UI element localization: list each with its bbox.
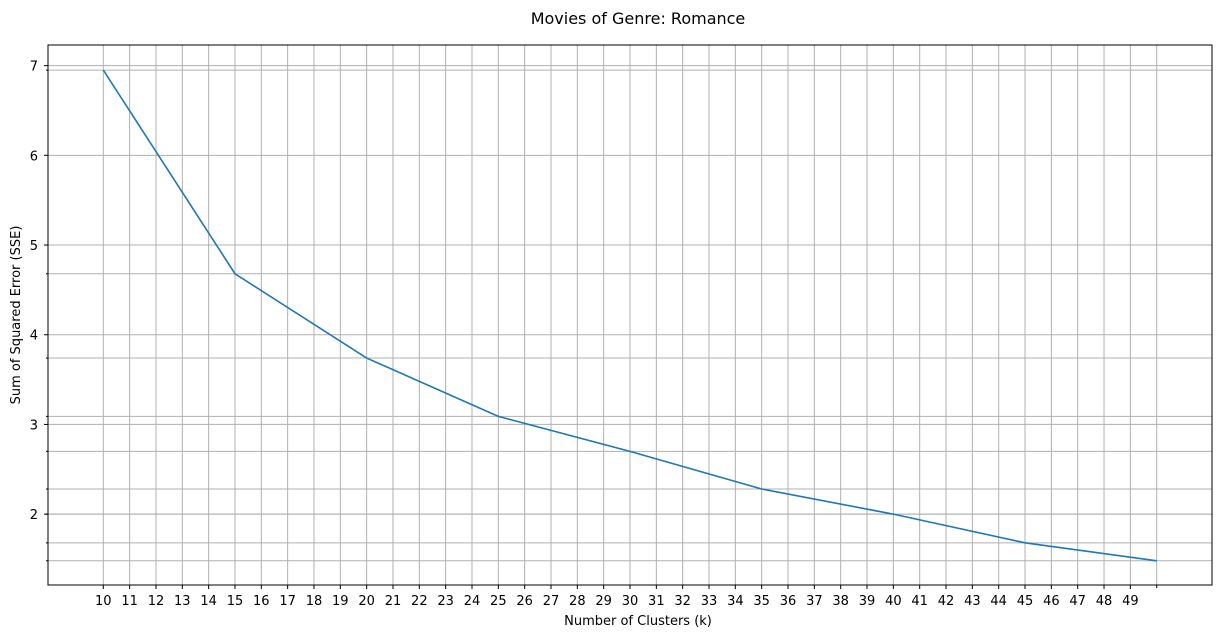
x-tick-label: 34 — [727, 594, 744, 609]
x-tick-label: 39 — [859, 594, 876, 609]
x-tick-label: 37 — [806, 594, 823, 609]
x-tick-label: 29 — [595, 594, 612, 609]
y-tick-label: 6 — [30, 149, 38, 164]
x-tick-label: 24 — [464, 594, 481, 609]
chart-title: Movies of Genre: Romance — [531, 9, 746, 28]
y-tick-label: 7 — [30, 60, 38, 75]
series-line — [102, 69, 1157, 562]
ticks-layer: 10 11 12 13 14 15 16 17 18 19 20 21 22 23 24 25 26 27 28 29… — [30, 60, 1158, 609]
x-tick-label: 22 — [411, 594, 428, 609]
y-axis-label: Sum of Squared Error (SSE) — [9, 226, 24, 405]
x-tick-label: 47 — [1069, 594, 1086, 609]
x-tick-label: 11 — [121, 594, 138, 609]
x-tick-label: 33 — [701, 594, 718, 609]
x-tick-label: 45 — [1017, 594, 1034, 609]
x-tick-label: 18 — [306, 594, 323, 609]
x-tick-label: 10 — [95, 594, 112, 609]
x-tick-label: 23 — [437, 594, 454, 609]
plot-frame — [47, 44, 1213, 586]
x-tick-label: 12 — [148, 594, 165, 609]
x-tick-label: 15 — [227, 594, 244, 609]
x-tick-label: 46 — [1043, 594, 1060, 609]
x-tick-label: 42 — [938, 594, 955, 609]
x-tick-label: 30 — [622, 594, 639, 609]
grid-layer — [48, 45, 1212, 585]
x-tick-label: 20 — [358, 594, 375, 609]
x-tick-label: 14 — [200, 594, 217, 609]
x-tick-label: 19 — [332, 594, 349, 609]
x-tick-label: 32 — [674, 594, 691, 609]
series-layer — [102, 69, 1157, 562]
y-tick-label: 2 — [30, 508, 38, 523]
y-tick-label: 5 — [30, 239, 38, 254]
x-tick-label: 48 — [1096, 594, 1113, 609]
x-tick-label: 27 — [543, 594, 560, 609]
x-tick-label: 17 — [279, 594, 296, 609]
x-tick-label: 26 — [516, 594, 533, 609]
y-tick-label: 3 — [30, 418, 38, 433]
x-tick-label: 28 — [569, 594, 586, 609]
x-tick-label: 43 — [964, 594, 981, 609]
x-tick-label: 31 — [648, 594, 665, 609]
x-tick-label: 40 — [885, 594, 902, 609]
x-tick-label: 44 — [990, 594, 1007, 609]
x-tick-label: 35 — [753, 594, 770, 609]
x-tick-label: 36 — [780, 594, 797, 609]
x-tick-label: 16 — [253, 594, 270, 609]
x-tick-label: 21 — [385, 594, 402, 609]
x-tick-label: 38 — [832, 594, 849, 609]
x-axis-label: Number of Clusters (k) — [564, 614, 712, 629]
x-tick-label: 49 — [1122, 594, 1139, 609]
y-tick-label: 4 — [30, 329, 38, 344]
x-tick-label: 41 — [911, 594, 928, 609]
x-tick-label: 13 — [174, 594, 191, 609]
x-tick-label: 25 — [490, 594, 507, 609]
